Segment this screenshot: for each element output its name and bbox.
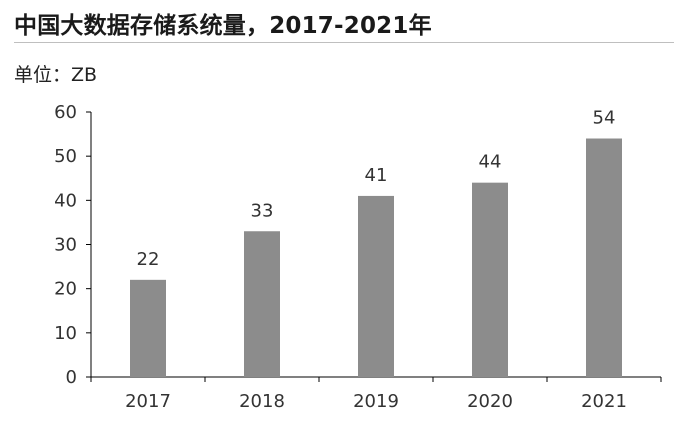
data-labels: 22 33 41 44 54	[137, 108, 616, 270]
x-tick-label-2020: 2020	[467, 391, 513, 412]
y-tick-label: 10	[54, 323, 77, 344]
y-axis: 0 10 20 30 40 50 60	[54, 102, 92, 388]
bar-2021	[586, 138, 622, 377]
data-label-2020: 44	[479, 152, 502, 173]
y-tick-label: 40	[54, 190, 77, 211]
bar-2017	[130, 279, 166, 377]
title-divider	[14, 42, 674, 43]
data-label-2018: 33	[251, 200, 274, 221]
y-tick-label: 60	[54, 102, 77, 123]
y-tick-label: 0	[66, 367, 77, 388]
data-label-2021: 54	[593, 108, 616, 129]
x-tick-label-2017: 2017	[125, 391, 171, 412]
y-tick-label: 50	[54, 146, 77, 167]
data-label-2019: 41	[365, 165, 388, 186]
bar-2020	[472, 182, 508, 377]
x-tick-label-2021: 2021	[581, 391, 627, 412]
x-tick-label-2018: 2018	[239, 391, 285, 412]
x-tick-label-2019: 2019	[353, 391, 399, 412]
y-tick-label: 30	[54, 235, 77, 256]
x-axis: 2017 2018 2019 2020 2021	[90, 376, 662, 412]
y-tick-label: 20	[54, 279, 77, 300]
chart-title: 中国大数据存储系统量，2017-2021年	[14, 13, 432, 39]
bars	[130, 138, 622, 377]
unit-label: 单位：ZB	[14, 64, 98, 86]
bar-2019	[358, 195, 394, 377]
data-label-2017: 22	[137, 249, 160, 270]
bar-2018	[244, 231, 280, 377]
